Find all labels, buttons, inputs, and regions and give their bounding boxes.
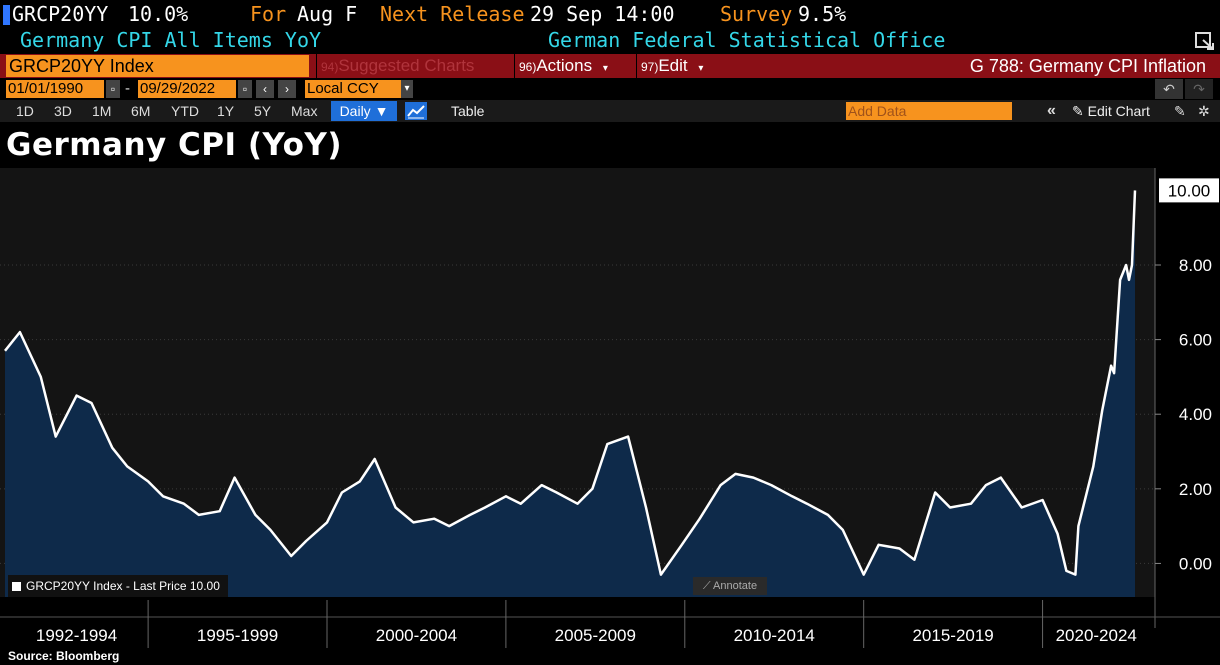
period-3d[interactable]: 3D (54, 103, 72, 119)
period-1m[interactable]: 1M (92, 103, 112, 119)
undo-icon[interactable]: ↶ (1155, 79, 1183, 99)
survey-value: 9.5% (798, 2, 847, 26)
suggested-charts-menu[interactable]: 94)Suggested Charts (316, 54, 512, 78)
legend-label: GRCP20YY Index - Last Price 10.00 (26, 579, 220, 593)
edit-icon[interactable]: ✎ (1174, 103, 1186, 119)
cpi-chart[interactable]: 0.00 2.00 4.00 6.00 8.00 10.00 1992-1994 1995… (0, 168, 1220, 648)
pencil-icon: ⟋ (702, 580, 714, 592)
x-tick-label: 1992-1994 (36, 626, 117, 645)
period-max[interactable]: Max (291, 103, 318, 119)
quote-header: GRCP20YY 10.0% For Aug F Next Release 29… (0, 0, 1220, 28)
x-tick-label: 2000-2004 (376, 626, 457, 645)
for-label: For (250, 2, 287, 26)
security-marker (3, 5, 10, 25)
next-icon[interactable]: › (278, 80, 296, 98)
cpi-area (5, 190, 1135, 597)
legend[interactable]: GRCP20YY Index - Last Price 10.00 (8, 575, 228, 597)
description-row: Germany CPI All Items YoY German Federal… (0, 28, 1220, 53)
edit-chart-button[interactable]: ✎ Edit Chart (1072, 100, 1150, 122)
previous-icon[interactable]: ‹ (256, 80, 274, 98)
edit-chart-label: Edit Chart (1087, 103, 1150, 119)
chart-id: G 788: Germany CPI Inflation (969, 56, 1206, 76)
edit-label: Edit (658, 56, 688, 75)
last-value: 10.0% (128, 2, 189, 26)
table-button[interactable]: Table (451, 103, 485, 119)
y-tick-label: 2.00 (1179, 480, 1212, 499)
actions-menu[interactable]: 96)Actions ▾ (514, 54, 632, 78)
gear-icon[interactable]: ✲ (1198, 103, 1210, 119)
pencil-icon: ✎ (1072, 103, 1088, 119)
period-6m[interactable]: 6M (131, 103, 151, 119)
redo-icon[interactable]: ↷ (1185, 79, 1213, 99)
calendar-icon[interactable]: ▫ (106, 80, 120, 98)
add-data-input[interactable]: Add Data (846, 102, 1012, 120)
source-note: Source: Bloomberg (8, 649, 120, 663)
currency-value: Local CCY (307, 80, 379, 97)
y-tick-label: 8.00 (1179, 256, 1212, 275)
start-date-input[interactable]: 01/01/1990 (6, 80, 104, 98)
period-toolbar: 1D 3D 1M 6M YTD 1Y 5Y Max Daily ▼ Table … (0, 100, 1220, 122)
x-tick-label: 2020-2024 (1056, 626, 1137, 645)
x-tick-label: 2010-2014 (734, 626, 815, 645)
x-tick-label: 2005-2009 (555, 626, 636, 645)
command-bar: GRCP20YY Index 94)Suggested Charts 96)Ac… (0, 54, 1220, 78)
date-separator: - (125, 80, 130, 97)
date-range-bar: 01/01/1990 ▫ - 09/29/2022 ▫ ‹ › Local CC… (0, 79, 1220, 99)
currency-select[interactable]: Local CCY ▾ (305, 80, 413, 98)
collapse-icon[interactable]: « (1047, 102, 1056, 119)
next-release-value: 29 Sep 14:00 (530, 2, 675, 26)
popout-icon[interactable] (1194, 31, 1216, 51)
line-chart-icon[interactable] (405, 102, 427, 120)
annotate-label: Annotate (713, 580, 758, 592)
survey-label: Survey (720, 2, 793, 26)
chevron-down-icon: ▾ (698, 63, 704, 74)
last-value-label: 10.00 (1159, 178, 1219, 203)
chart-title: Germany CPI (YoY) (6, 127, 343, 163)
last-value-box (1159, 178, 1219, 203)
period-1d[interactable]: 1D (16, 103, 34, 119)
x-axis: 1992-1994 1995-1999 2000-2004 2005-2009 2010… (36, 600, 1137, 648)
annotate-button[interactable]: ⟋ Annotate (693, 577, 767, 595)
suggested-charts-label: Suggested Charts (338, 56, 475, 75)
source-organization: German Federal Statistical Office (548, 28, 946, 52)
y-axis: 0.00 2.00 4.00 6.00 8.00 (1155, 256, 1212, 573)
chevron-down-icon: ▾ (602, 63, 608, 74)
calendar-icon[interactable]: ▫ (238, 80, 252, 98)
cpi-line (4, 190, 1137, 576)
last-value-text: 10.00 (1168, 181, 1211, 200)
chevron-down-icon: ▾ (401, 80, 413, 98)
edit-menu[interactable]: 97)Edit ▾ (636, 54, 726, 78)
frequency-select[interactable]: Daily ▼ (331, 101, 397, 121)
x-tick-label: 2015-2019 (912, 626, 993, 645)
for-value: Aug F (297, 2, 358, 26)
security-field[interactable]: GRCP20YY Index (6, 55, 309, 77)
period-5y[interactable]: 5Y (254, 103, 272, 119)
y-tick-label: 0.00 (1179, 554, 1212, 573)
security-description: Germany CPI All Items YoY (20, 28, 322, 52)
period-1y[interactable]: 1Y (217, 103, 235, 119)
end-date-input[interactable]: 09/29/2022 (138, 80, 236, 98)
x-tick-label: 1995-1999 (197, 626, 278, 645)
y-tick-label: 4.00 (1179, 405, 1212, 424)
period-ytd[interactable]: YTD (171, 103, 199, 119)
ticker[interactable]: GRCP20YY (12, 2, 109, 26)
legend-swatch (12, 582, 21, 592)
y-tick-label: 6.00 (1179, 331, 1212, 350)
next-release-label: Next Release (380, 2, 525, 26)
actions-label: Actions (536, 56, 593, 75)
